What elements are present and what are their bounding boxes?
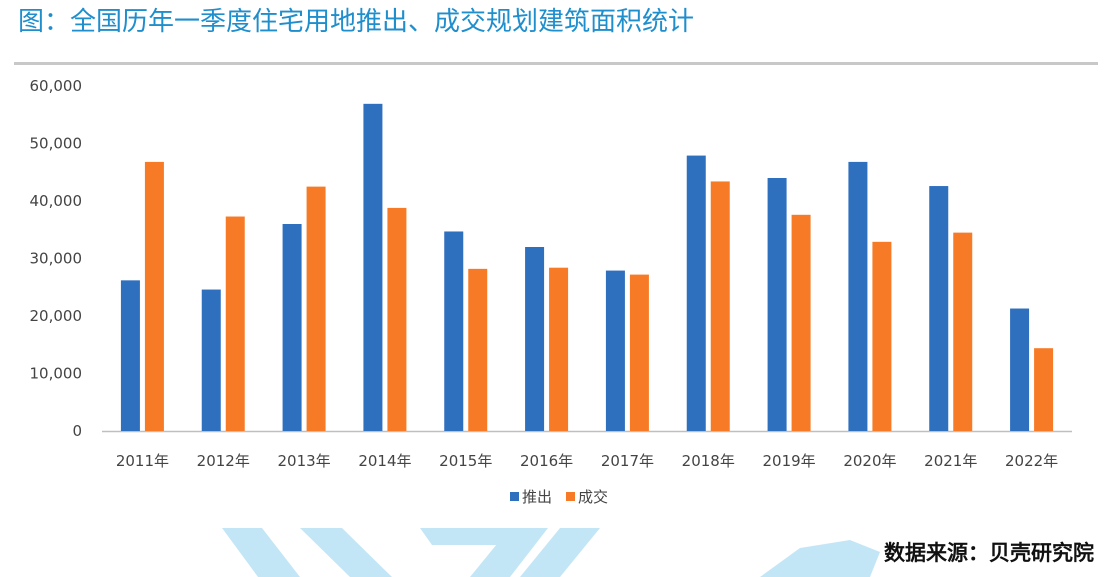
y-tick-label: 20,000 xyxy=(30,307,83,325)
x-tick-label: 2021年 xyxy=(924,452,977,470)
x-tick-label: 2014年 xyxy=(358,452,411,470)
y-tick-label: 50,000 xyxy=(30,135,83,153)
bar-tuichu-2013年 xyxy=(282,224,302,431)
bar-chengjiao-2014年 xyxy=(387,207,407,431)
bar-tuichu-2019年 xyxy=(767,178,787,431)
bar-tuichu-2012年 xyxy=(201,289,221,431)
bar-chengjiao-2018年 xyxy=(710,181,730,431)
legend-swatch-tuichu xyxy=(510,492,519,501)
data-source-note: 数据来源：贝壳研究院 xyxy=(884,541,1094,565)
bar-chengjiao-2019年 xyxy=(791,214,811,431)
bar-chengjiao-2012年 xyxy=(225,216,245,431)
bar-tuichu-2017年 xyxy=(605,270,625,431)
bar-tuichu-2016年 xyxy=(525,247,545,431)
legend-label-chengjiao: 成交 xyxy=(578,488,608,506)
bar-chengjiao-2017年 xyxy=(629,274,649,431)
bar-chengjiao-2020年 xyxy=(872,241,892,431)
x-tick-label: 2019年 xyxy=(762,452,815,470)
x-tick-label: 2011年 xyxy=(116,452,169,470)
bar-tuichu-2018年 xyxy=(686,155,706,431)
bar-chengjiao-2016年 xyxy=(549,267,569,431)
bar-tuichu-2021年 xyxy=(929,186,949,431)
bar-tuichu-2014年 xyxy=(363,103,383,431)
bar-tuichu-2011年 xyxy=(120,280,140,431)
x-tick-label: 2016年 xyxy=(520,452,573,470)
x-tick-label: 2015年 xyxy=(439,452,492,470)
x-tick-label: 2022年 xyxy=(1005,452,1058,470)
bar-chengjiao-2022年 xyxy=(1034,348,1054,431)
chart-title: 图：全国历年一季度住宅用地推出、成交规划建筑面积统计 xyxy=(18,7,695,37)
bar-chengjiao-2011年 xyxy=(144,161,164,431)
x-tick-label: 2012年 xyxy=(197,452,250,470)
x-tick-label: 2013年 xyxy=(277,452,330,470)
x-tick-label: 2017年 xyxy=(601,452,654,470)
y-tick-label: 0 xyxy=(72,422,82,440)
bar-tuichu-2015年 xyxy=(444,231,464,431)
bar-chengjiao-2015年 xyxy=(468,268,488,431)
bar-chengjiao-2021年 xyxy=(953,232,973,431)
y-tick-label: 30,000 xyxy=(30,250,83,268)
x-tick-label: 2018年 xyxy=(682,452,735,470)
bar-tuichu-2020年 xyxy=(848,161,868,431)
legend-swatch-chengjiao xyxy=(566,492,575,501)
legend-label-tuichu: 推出 xyxy=(522,488,552,506)
y-tick-label: 60,000 xyxy=(30,77,83,95)
x-tick-label: 2020年 xyxy=(843,452,896,470)
bar-chengjiao-2013年 xyxy=(306,186,326,431)
y-tick-label: 40,000 xyxy=(30,192,83,210)
bar-tuichu-2022年 xyxy=(1010,308,1030,431)
title-divider xyxy=(14,62,1098,65)
y-tick-label: 10,000 xyxy=(30,365,83,383)
